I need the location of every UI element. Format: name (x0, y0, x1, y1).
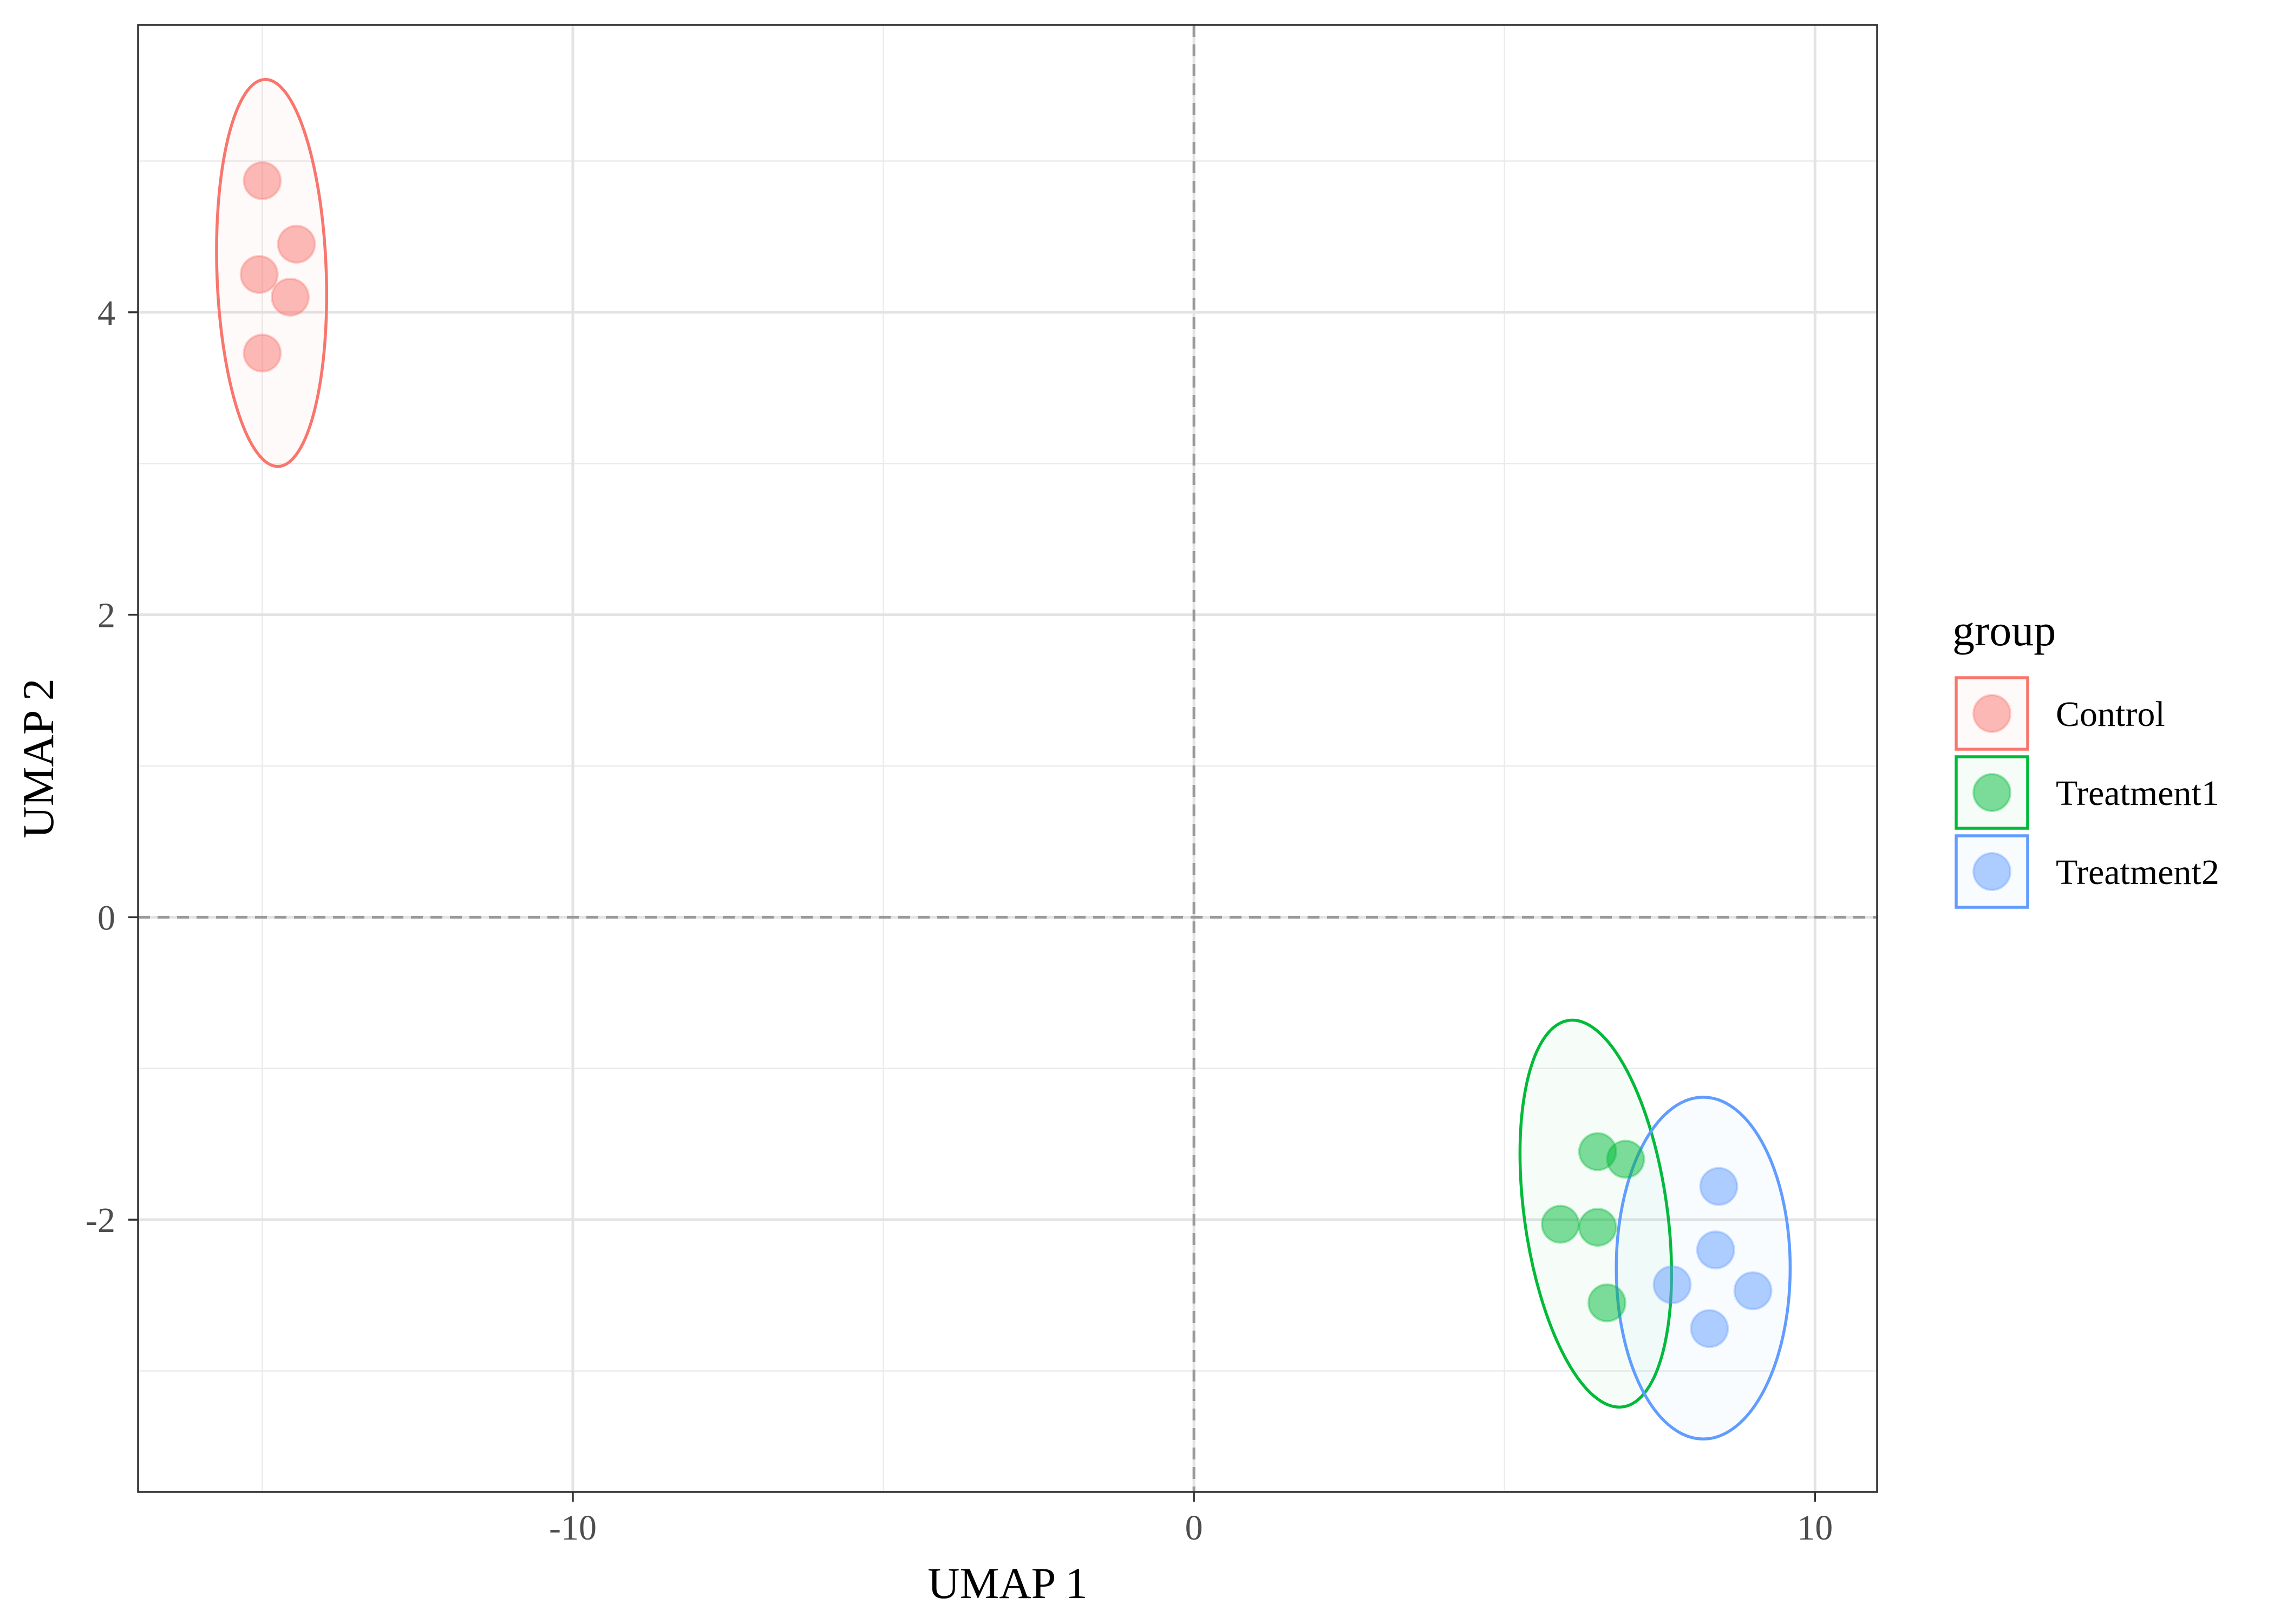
y-axis-title: UMAP 2 (14, 678, 63, 838)
ellipse-treatment1 (1518, 1018, 1674, 1409)
legend-label-control: Control (2056, 695, 2165, 734)
point-treatment2 (1696, 1230, 1735, 1269)
plot-panel (138, 25, 1877, 1492)
point-control (243, 161, 282, 200)
legend-label-treatment2: Treatment2 (2056, 853, 2219, 892)
point-treatment1 (1540, 1204, 1580, 1244)
confidence-ellipses (215, 78, 1792, 1440)
point-control (277, 225, 316, 264)
ellipse-control (215, 78, 329, 468)
point-treatment2 (1690, 1309, 1729, 1348)
legend-point-treatment1 (1972, 773, 2011, 812)
y-tick-label: -2 (86, 1201, 115, 1240)
point-treatment2 (1733, 1271, 1773, 1311)
y-tick-label: 2 (97, 596, 115, 636)
point-treatment2 (1699, 1167, 1739, 1206)
point-treatment1 (1587, 1283, 1626, 1322)
y-tick-label: 0 (97, 898, 115, 938)
x-axis-title: UMAP 1 (927, 1558, 1087, 1608)
x-tick-label: -10 (549, 1508, 597, 1548)
point-treatment2 (1652, 1265, 1692, 1305)
x-axis-ticks: -10 0 10 (549, 1492, 1833, 1548)
legend-point-control (1972, 694, 2011, 733)
point-treatment1 (1606, 1140, 1645, 1179)
x-tick-label: 0 (1185, 1508, 1203, 1548)
minor-gridlines (138, 25, 1877, 1492)
legend-title: group (1952, 606, 2056, 655)
legend: group Control Treatment1 Treatment2 (1952, 606, 2219, 909)
legend-key-control (1955, 676, 2029, 751)
y-axis-ticks: -2 0 2 4 (86, 293, 138, 1240)
x-tick-label: 10 (1797, 1508, 1833, 1548)
plot-panel-border (137, 24, 1878, 1493)
y-tick-label: 4 (97, 293, 115, 333)
legend-key-treatment1 (1955, 755, 2029, 830)
point-treatment1 (1578, 1208, 1617, 1247)
legend-label-treatment1: Treatment1 (2056, 774, 2219, 813)
data-points (239, 161, 1773, 1348)
point-control (271, 277, 310, 317)
reference-lines (138, 25, 1877, 1492)
ellipse-treatment2 (1615, 1096, 1792, 1440)
legend-key-treatment2 (1955, 834, 2029, 909)
point-control (239, 254, 279, 294)
legend-point-treatment2 (1972, 852, 2011, 891)
point-control (243, 333, 282, 373)
